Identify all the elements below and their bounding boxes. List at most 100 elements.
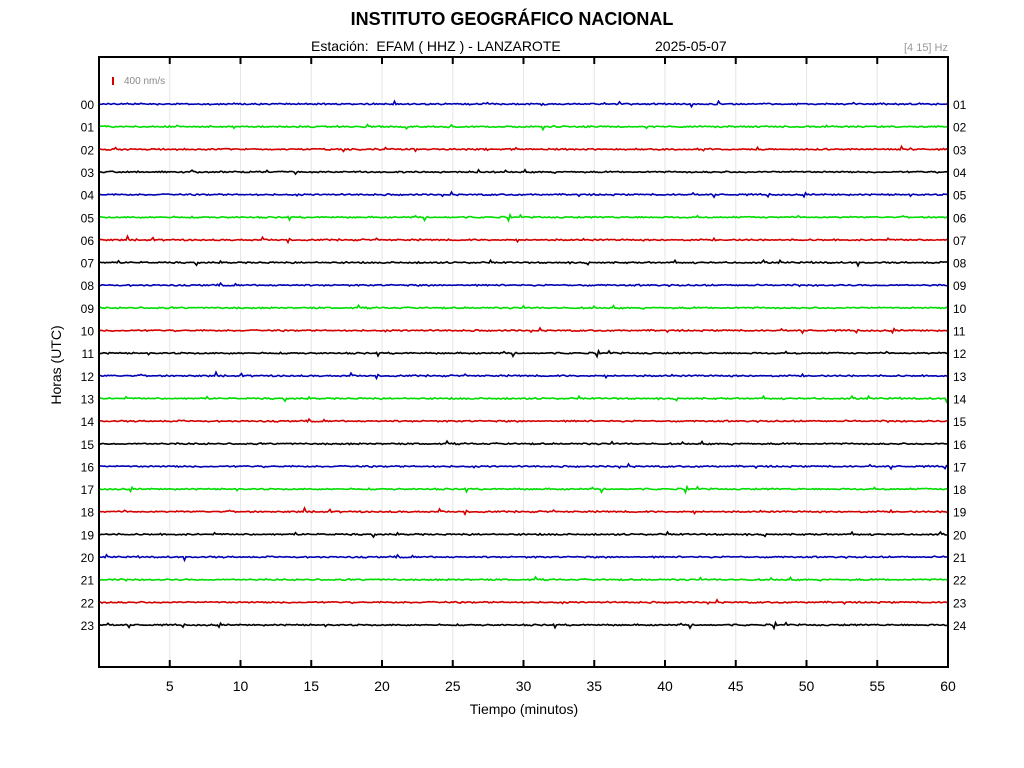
hour-label-left: 12 (81, 370, 95, 384)
hour-label-right: 19 (953, 506, 967, 520)
x-tick-label: 30 (516, 678, 532, 694)
seismic-trace (98, 370, 949, 381)
hour-label-left: 20 (81, 551, 95, 565)
trace-line (98, 234, 949, 245)
hour-label-right: 16 (953, 438, 967, 452)
x-tick-label: 35 (586, 678, 602, 694)
scale-bar-icon (112, 77, 114, 85)
hour-label-left: 03 (81, 166, 95, 180)
hour-label-left: 15 (81, 438, 95, 452)
station-label: Estación: EFAM ( HHZ ) - LANZAROTE (311, 38, 561, 54)
seismic-trace (98, 462, 949, 471)
hour-label-left: 04 (81, 189, 95, 203)
hour-label-left: 02 (81, 143, 95, 157)
hour-label-left: 19 (81, 528, 95, 542)
seismic-trace (98, 123, 949, 132)
trace-line (98, 394, 949, 404)
seismic-trace (98, 575, 949, 582)
y-axis-title-text: Horas (UTC) (48, 325, 64, 405)
seismic-trace (98, 281, 949, 288)
hour-label-left: 14 (81, 415, 95, 429)
trace-line (98, 348, 949, 359)
hour-label-right: 03 (953, 143, 967, 157)
hour-label-right: 02 (953, 121, 967, 135)
hour-label-left: 08 (81, 279, 95, 293)
trace-line (98, 281, 949, 288)
seismic-trace (98, 303, 949, 311)
seismic-trace (98, 348, 949, 359)
hour-label-left: 21 (81, 574, 95, 588)
hour-label-left: 17 (81, 483, 95, 497)
x-tick-label: 10 (233, 678, 249, 694)
hour-label-left: 11 (82, 347, 95, 361)
x-tick-label: 5 (166, 678, 174, 694)
trace-line (98, 303, 949, 311)
trace-line (98, 598, 949, 606)
axis-labels: 5 10 15 20 25 30 35 40 45 50 55 60 00 01 01 02 02 03 03 04 0… (81, 98, 967, 694)
hour-label-left: 00 (81, 98, 95, 112)
seismic-trace (98, 417, 949, 424)
seismic-trace (98, 168, 949, 176)
trace-line (98, 505, 949, 517)
seismic-trace (98, 212, 949, 223)
hour-label-left: 09 (81, 302, 95, 316)
hour-label-right: 22 (953, 574, 967, 588)
seismic-trace (98, 326, 949, 335)
trace-line (98, 620, 949, 631)
trace-line (98, 258, 949, 268)
hour-label-right: 07 (953, 234, 967, 248)
amplitude-scale: 400 nm/s (112, 76, 165, 87)
seismic-trace (98, 598, 949, 606)
hour-label-right: 01 (953, 98, 967, 112)
hour-label-right: 04 (953, 166, 967, 180)
trace-group (98, 99, 949, 631)
hour-label-right: 20 (953, 528, 967, 542)
seismic-trace (98, 144, 949, 153)
seismic-trace (98, 505, 949, 517)
seismic-trace (98, 620, 949, 631)
hour-label-left: 13 (81, 392, 95, 406)
hour-label-right: 13 (953, 370, 967, 384)
seismic-trace (98, 234, 949, 245)
x-tick-label: 50 (799, 678, 815, 694)
hour-label-right: 23 (953, 596, 967, 610)
hour-label-right: 10 (953, 302, 967, 316)
hour-label-right: 12 (953, 347, 967, 361)
trace-line (98, 484, 949, 495)
seismic-trace (98, 258, 949, 268)
trace-line (98, 370, 949, 381)
trace-line (98, 530, 949, 539)
hour-label-left: 10 (81, 325, 95, 339)
seismic-trace (98, 553, 949, 563)
hour-label-right: 08 (953, 257, 967, 271)
hour-label-left: 01 (81, 121, 95, 135)
hour-label-left: 16 (81, 460, 95, 474)
hour-label-right: 17 (953, 460, 967, 474)
hour-label-left: 18 (81, 506, 95, 520)
x-axis-title: Tiempo (minutos) (469, 701, 579, 717)
hour-label-right: 21 (953, 551, 967, 565)
axis-ticks (168, 57, 949, 667)
trace-line (98, 190, 949, 199)
x-tick-label: 45 (728, 678, 744, 694)
trace-line (98, 123, 949, 132)
hour-label-right: 14 (953, 392, 967, 406)
seismic-trace (98, 394, 949, 404)
hour-label-left: 05 (81, 211, 95, 225)
hour-label-left: 07 (81, 257, 95, 271)
hour-label-right: 24 (953, 619, 967, 633)
seismic-trace (98, 439, 949, 446)
x-tick-label: 40 (657, 678, 673, 694)
hour-label-left: 23 (81, 619, 95, 633)
hour-label-right: 09 (953, 279, 967, 293)
grid-lines (169, 57, 878, 667)
x-tick-label: 60 (940, 678, 956, 694)
seismic-trace (98, 99, 949, 109)
trace-line (98, 168, 949, 176)
trace-line (98, 575, 949, 582)
seismic-trace (98, 190, 949, 199)
trace-line (98, 212, 949, 223)
trace-line (98, 553, 949, 563)
date-label: 2025-05-07 (655, 38, 727, 54)
